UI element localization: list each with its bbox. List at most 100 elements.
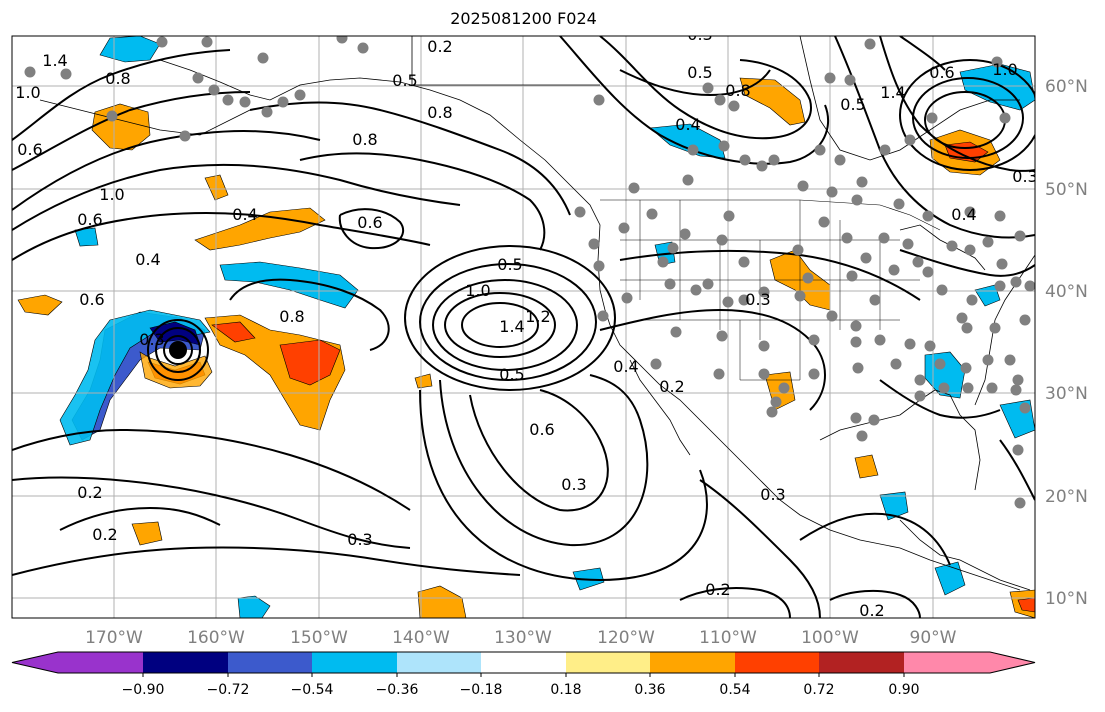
station-dot xyxy=(851,194,863,206)
station-dot xyxy=(844,74,856,86)
graticule xyxy=(12,36,1035,618)
station-dot xyxy=(869,294,881,306)
contour-label: 0.2 xyxy=(77,483,102,502)
station-dot xyxy=(277,96,289,108)
station-dot xyxy=(357,42,369,54)
colorbar-tick-label: −0.18 xyxy=(460,682,503,698)
contour-label: 0.2 xyxy=(859,601,884,620)
contour-label: 0.6 xyxy=(357,213,382,232)
station-dot xyxy=(808,334,820,346)
latitude-label: 40°N xyxy=(1045,282,1088,302)
station-dot xyxy=(646,208,658,220)
station-dot xyxy=(758,286,770,298)
station-dot xyxy=(814,144,826,156)
station-dot xyxy=(924,340,936,352)
station-dot xyxy=(778,382,790,394)
shade-blue-nw xyxy=(99,36,161,63)
latitude-label: 10°N xyxy=(1045,589,1088,609)
station-dot xyxy=(888,264,900,276)
contour-label: 0.3 xyxy=(1012,167,1037,186)
contour-label: 0.8 xyxy=(279,307,304,326)
station-dot xyxy=(1019,402,1031,414)
station-dot xyxy=(758,368,770,380)
colorbar-segment xyxy=(819,652,904,673)
station-dot xyxy=(982,354,994,366)
station-dot xyxy=(1014,497,1026,509)
station-dot xyxy=(808,368,820,380)
contour-label: 0.4 xyxy=(232,205,257,224)
station-dot xyxy=(667,242,679,254)
station-dot xyxy=(797,180,809,192)
station-dot xyxy=(201,36,213,48)
colorbar-segment xyxy=(228,652,312,673)
station-dot xyxy=(261,106,273,118)
station-dot xyxy=(670,326,682,338)
contour-label: 1.0 xyxy=(992,60,1017,79)
station-dot xyxy=(989,322,1001,334)
station-dot xyxy=(874,334,886,346)
station-dot xyxy=(864,38,876,50)
station-dot xyxy=(574,206,586,218)
latitude-label: 20°N xyxy=(1045,487,1088,507)
station-dot xyxy=(964,244,976,256)
station-dot xyxy=(702,82,714,94)
station-dot xyxy=(1012,444,1024,456)
contour-label: 0.4 xyxy=(135,250,160,269)
station-dot xyxy=(106,110,118,122)
station-dot xyxy=(946,240,958,252)
shade-orange-sw xyxy=(131,521,163,546)
station-dot xyxy=(628,182,640,194)
colorbar-segment xyxy=(650,652,735,673)
contour-label: 0.6 xyxy=(929,63,954,82)
contour-label: 1.4 xyxy=(42,51,67,70)
station-dot xyxy=(926,112,938,124)
contour-label: 0.8 xyxy=(725,81,750,100)
shade-orange-ak xyxy=(739,77,806,126)
station-dot xyxy=(902,238,914,250)
station-dot xyxy=(690,284,702,296)
station-dot xyxy=(718,140,730,152)
station-dot xyxy=(904,338,916,350)
contour-label: 0.5 xyxy=(497,255,522,274)
station-dot xyxy=(860,252,872,264)
colorbar-segment xyxy=(735,652,819,673)
latitude-label: 30°N xyxy=(1045,384,1088,404)
station-dot xyxy=(657,256,669,268)
shade-skyblue-south xyxy=(237,595,271,618)
shade-orange-tx xyxy=(854,454,879,479)
station-dot xyxy=(938,382,950,394)
station-dot xyxy=(682,174,694,186)
station-dot xyxy=(618,222,630,234)
shade-skyblue-band xyxy=(219,261,359,309)
colorbar-tick-label: 0.36 xyxy=(634,682,665,698)
longitude-label: 150°W xyxy=(290,628,348,648)
shade-skyblue-gulf xyxy=(879,491,909,521)
contour-label: 1.2 xyxy=(525,307,550,326)
map-title: 2025081200 F024 xyxy=(450,9,597,28)
contour-label: 0.2 xyxy=(427,37,452,56)
map-frame xyxy=(11,35,1036,619)
contour-label: 0.3 xyxy=(687,25,712,44)
station-dot xyxy=(597,310,609,322)
contour-labels: 1.41.00.80.60.20.20.50.80.81.00.6 0.40.40… xyxy=(15,25,1037,620)
contour-label: 0.2 xyxy=(705,580,730,599)
station-dot xyxy=(60,68,72,80)
station-dot xyxy=(257,52,269,64)
shade-skyblue-typhoon xyxy=(59,309,211,446)
station-dot xyxy=(856,430,868,442)
colorbar-tick-label: 0.90 xyxy=(888,682,919,698)
station-dot xyxy=(850,320,862,332)
station-dot xyxy=(1024,280,1035,292)
colorbar-tick-label: −0.54 xyxy=(291,682,334,698)
station-dot xyxy=(593,94,605,106)
station-dot xyxy=(912,256,924,268)
station-dots xyxy=(24,36,1035,509)
station-dot xyxy=(794,290,806,302)
contour-label: 0.5 xyxy=(687,63,712,82)
station-dot xyxy=(770,396,782,408)
shade-orange-mid-1 xyxy=(414,373,433,389)
station-dot xyxy=(846,270,858,282)
station-dot xyxy=(756,160,768,172)
station-dot xyxy=(24,66,36,78)
